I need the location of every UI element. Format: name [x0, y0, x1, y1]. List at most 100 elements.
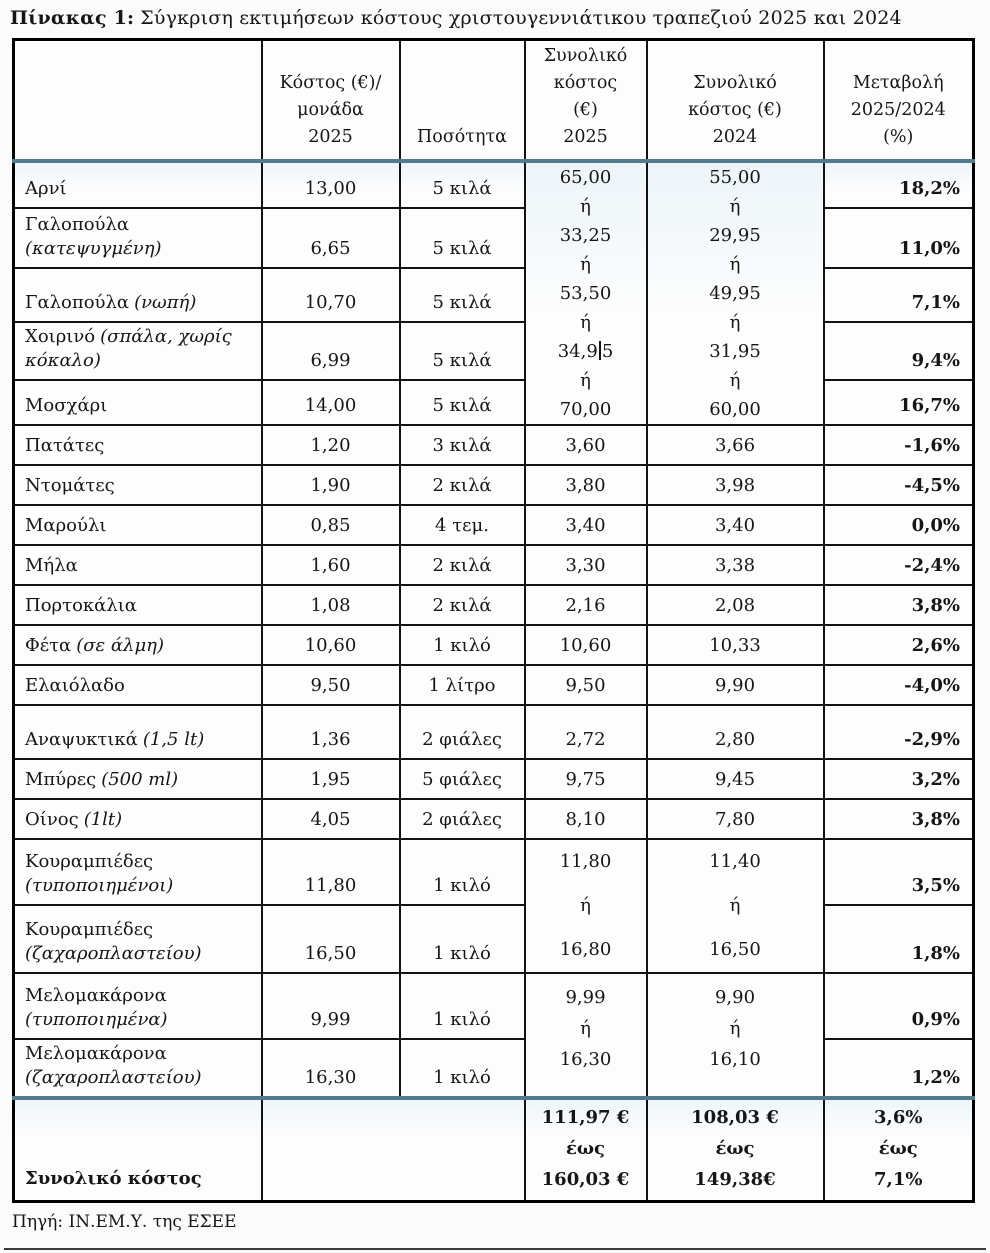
- header-total-cost-2024: Συνολικό κόστος (€) 2024: [645, 38, 825, 163]
- item-name: Αναψυκτικά: [25, 729, 138, 750]
- total-2024-cell: 9,45: [645, 758, 825, 800]
- totals-2025-cell: 111,97 € έως 160,03 €: [523, 1096, 648, 1203]
- merged-line: 33,25: [559, 225, 612, 246]
- total-2025-cell: 3,80: [523, 464, 648, 506]
- table-title: Πίνακας 1: Σύγκριση εκτιμήσεων κόστους χρ…: [10, 7, 990, 29]
- item-name-cell: Πατάτες: [12, 424, 263, 466]
- quantity-cell: 1 κιλό: [398, 903, 526, 975]
- header-line: (€): [573, 100, 598, 120]
- merged-total-2025-kourabiedes: 11,80 ή 16,80: [523, 838, 648, 974]
- total-2024-cell: 3,98: [645, 464, 825, 506]
- totals-empty-cell: [260, 1096, 526, 1203]
- change-percent-cell: 16,7%: [822, 379, 975, 426]
- table-row: Ελαιόλαδο 9,50 1 λίτρο 9,50 9,90 -4,0%: [12, 664, 975, 706]
- merged-line: ή: [729, 895, 741, 916]
- table-row: Αρνί 13,00 5 κιλά 65,00 ή 33,25 ή 53,50 …: [12, 160, 975, 426]
- quantity-cell: 2 κιλά: [398, 464, 526, 506]
- item-name: Μπύρες: [25, 769, 97, 790]
- bottom-divider: [4, 1248, 986, 1250]
- header-line: 2025: [308, 127, 353, 147]
- totals-line: έως: [878, 1138, 918, 1159]
- table-row: Χοιρινό (σπάλα, χωρίς κόκαλο) 6,99 5 κιλά…: [12, 320, 975, 382]
- table-row: Γαλοπούλα (νωπή) 10,70 5 κιλά 7,1%: [12, 267, 975, 323]
- item-name-detail: (ζαχαροπλαστείου): [25, 1067, 202, 1088]
- item-name-cell: Μαρούλι: [12, 504, 263, 546]
- change-percent-cell: -4,0%: [822, 664, 975, 706]
- cost-comparison-table: Κόστος (€)/ μονάδα 2025 Ποσότητα Συνολικ…: [12, 38, 975, 1203]
- text-cursor: [598, 341, 601, 360]
- total-2024-cell: 7,80: [645, 798, 825, 840]
- total-2024-cell: 3,38: [645, 544, 825, 586]
- header-line: Συνολικό: [543, 46, 628, 66]
- item-name-cell: Ντομάτες: [12, 464, 263, 506]
- merged-total-2024-kourabiedes: 11,40 ή 16,50: [645, 838, 825, 974]
- header-line: κόστος: [553, 73, 618, 93]
- header-total-cost-2025: Συνολικό κόστος (€) 2025: [523, 38, 648, 163]
- table-row: Μπύρες (500 ml) 1,95 5 φιάλες 9,75 9,45 3…: [12, 758, 975, 800]
- table-row: Κουραμπιέδες (τυποποιημένοι) 11,80 1 κιλό…: [12, 838, 975, 974]
- item-name-cell: Μελομακάρονα (ζαχαροπλαστείου): [12, 1038, 263, 1099]
- cost-per-unit-cell: 1,36: [260, 704, 401, 760]
- header-line: Κόστος (€)/: [279, 73, 382, 93]
- table-row: Οίνος (1lt) 4,05 2 φιάλες 8,10 7,80 3,8%: [12, 798, 975, 840]
- cost-per-unit-cell: 1,90: [260, 464, 401, 506]
- merged-line: ή: [580, 254, 591, 275]
- header-line: κόστος (€): [688, 100, 782, 120]
- item-name-cell: Μελομακάρονα (τυποποιημένα): [12, 972, 263, 1040]
- item-name-cell: Αναψυκτικά (1,5 lt): [12, 704, 263, 760]
- merged-line: ή: [580, 196, 591, 217]
- total-2024-cell: 3,66: [645, 424, 825, 466]
- quantity-cell: 5 φιάλες: [398, 758, 526, 800]
- item-name: Γαλοπούλα: [25, 214, 130, 236]
- item-name-cell: Οίνος (1lt): [12, 798, 263, 840]
- change-percent-cell: 3,2%: [822, 758, 975, 800]
- merged-line: 9,90: [714, 987, 756, 1008]
- quantity-cell: 5 κιλά: [398, 267, 526, 323]
- header-cost-per-unit-2025: Κόστος (€)/ μονάδα 2025: [260, 38, 401, 163]
- table-row: Μελομακάρονα (τυποποιημένα) 9,99 1 κιλό 9…: [12, 972, 975, 1099]
- merged-line: ή: [580, 895, 591, 916]
- change-percent-cell: -2,9%: [822, 704, 975, 760]
- item-name-cell: Πορτοκάλια: [12, 584, 263, 626]
- quantity-cell: 3 κιλά: [398, 424, 526, 466]
- item-name-detail: (τυποποιημένα): [25, 1009, 168, 1030]
- change-percent-cell: 3,8%: [822, 798, 975, 840]
- header-line: 2025: [563, 127, 608, 147]
- item-name-cell: Γαλοπούλα (νωπή): [12, 267, 263, 323]
- source-note: Πηγή: ΙΝ.ΕΜ.Υ. της ΕΣΕΕ: [12, 1212, 237, 1232]
- item-name-detail: (κατεψυγμένη): [25, 238, 162, 260]
- item-name-cell: Φέτα (σε άλμη): [12, 624, 263, 666]
- change-percent-cell: 1,2%: [822, 1038, 975, 1099]
- quantity-cell: 2 κιλά: [398, 544, 526, 586]
- header-row: Κόστος (€)/ μονάδα 2025 Ποσότητα Συνολικ…: [12, 38, 975, 163]
- totals-line: 108,03 €: [691, 1107, 779, 1128]
- merged-line: 70,00: [559, 399, 612, 420]
- merged-line: 16,10: [709, 1049, 761, 1070]
- totals-line: έως: [715, 1138, 755, 1159]
- quantity-cell: 1 κιλό: [398, 838, 526, 906]
- quantity-cell: 1 κιλό: [398, 972, 526, 1040]
- item-name: Αρνί: [25, 177, 67, 199]
- total-2024-cell: 10,33: [645, 624, 825, 666]
- total-2025-cell: 8,10: [523, 798, 648, 840]
- merged-line: ή: [729, 1018, 741, 1039]
- item-name-detail: (500 ml): [101, 769, 179, 790]
- totals-row: Συνολικό κόστος 111,97 € έως 160,03 € 10…: [12, 1096, 975, 1203]
- quantity-cell: 1 κιλό: [398, 1038, 526, 1099]
- cost-per-unit-cell: 11,80: [260, 838, 401, 906]
- merged-line: 55,00: [709, 167, 761, 188]
- header-line: Μεταβολή: [852, 73, 944, 93]
- merged-line: 53,50: [559, 283, 612, 304]
- table-row: Γαλοπούλα (κατεψυγμένη) 6,65 5 κιλά 11,0%: [12, 206, 975, 270]
- merged-line: 9,99: [565, 987, 606, 1008]
- merged-line: ή: [580, 1018, 591, 1039]
- cost-per-unit-cell: 16,50: [260, 903, 401, 975]
- cost-per-unit-cell: 13,00: [260, 160, 401, 209]
- merged-line: 11,40: [709, 851, 761, 872]
- merged-line: 31,95: [709, 341, 761, 362]
- item-name-detail: (νωπή): [134, 291, 197, 313]
- change-percent-cell: 2,6%: [822, 624, 975, 666]
- item-name: Κουραμπιέδες: [25, 850, 154, 872]
- change-percent-cell: -1,6%: [822, 424, 975, 466]
- item-name-cell: Μπύρες (500 ml): [12, 758, 263, 800]
